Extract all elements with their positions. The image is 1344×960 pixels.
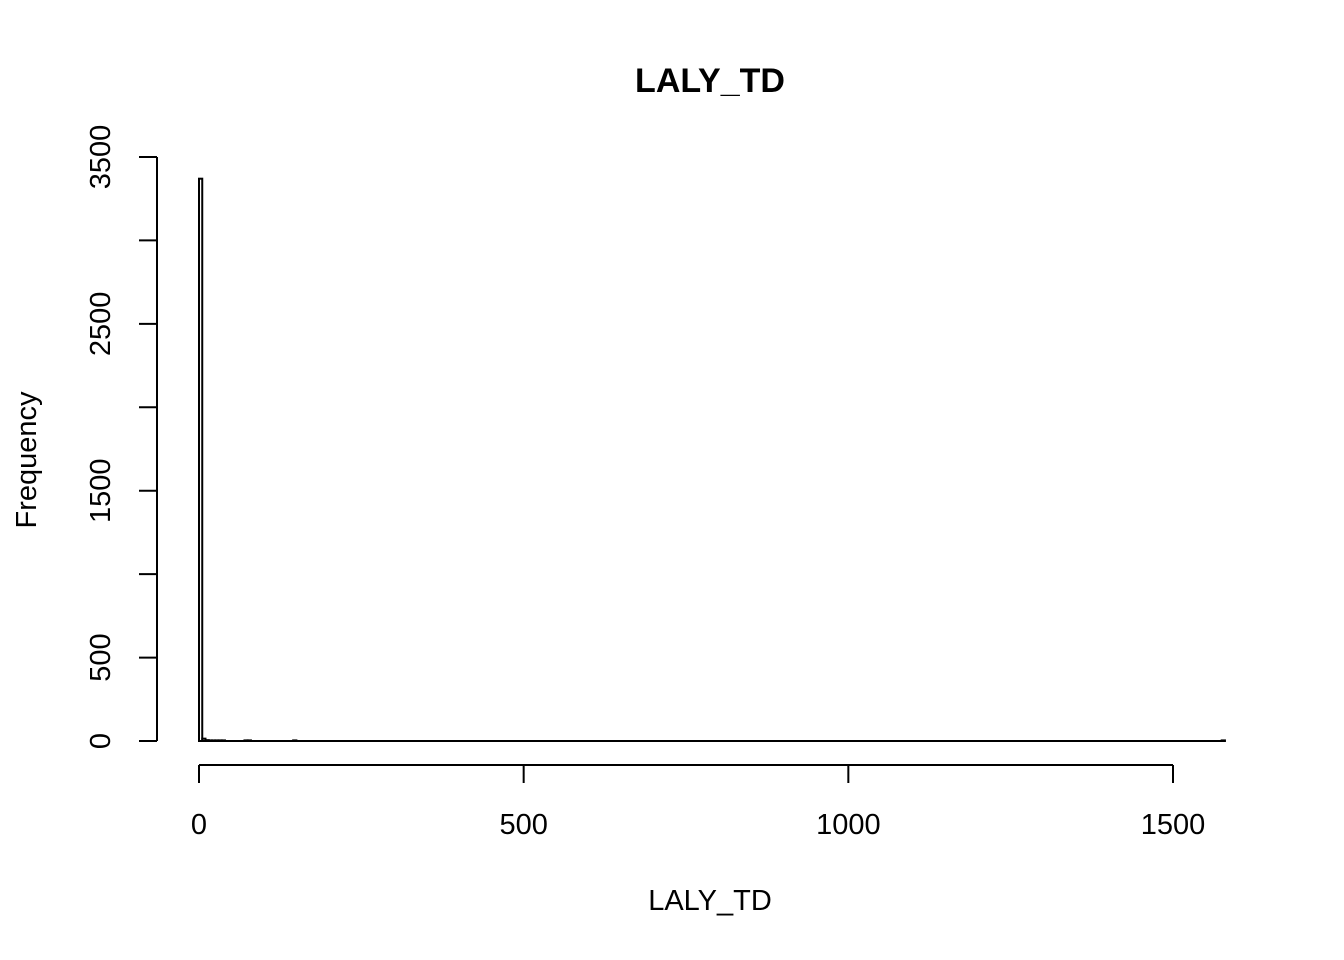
y-axis: 0 500 1500 2500 3500	[85, 125, 158, 749]
y-axis-label: Frequency	[11, 391, 43, 529]
y-tick-label: 1500	[85, 458, 117, 523]
y-tick-label: 2500	[85, 292, 117, 357]
x-tick-label: 0	[191, 809, 207, 841]
x-tick-label: 1000	[816, 809, 881, 841]
x-tick-label: 1500	[1141, 809, 1206, 841]
y-tick-label: 0	[85, 733, 117, 749]
histogram-bar	[1220, 739, 1226, 743]
y-axis-ticks: 0 500 1500 2500 3500	[85, 125, 157, 749]
histogram-bar	[198, 177, 204, 743]
x-tick-label: 500	[499, 809, 547, 841]
y-tick-label: 3500	[85, 125, 117, 190]
x-axis-ticks: 0 500 1000 1500	[191, 765, 1205, 841]
histogram-bars	[198, 177, 1226, 743]
chart-title: LALY_TD	[635, 62, 785, 100]
x-axis-label: LALY_TD	[648, 885, 772, 917]
x-axis: 0 500 1000 1500	[191, 764, 1205, 841]
y-tick-label: 500	[85, 633, 117, 681]
